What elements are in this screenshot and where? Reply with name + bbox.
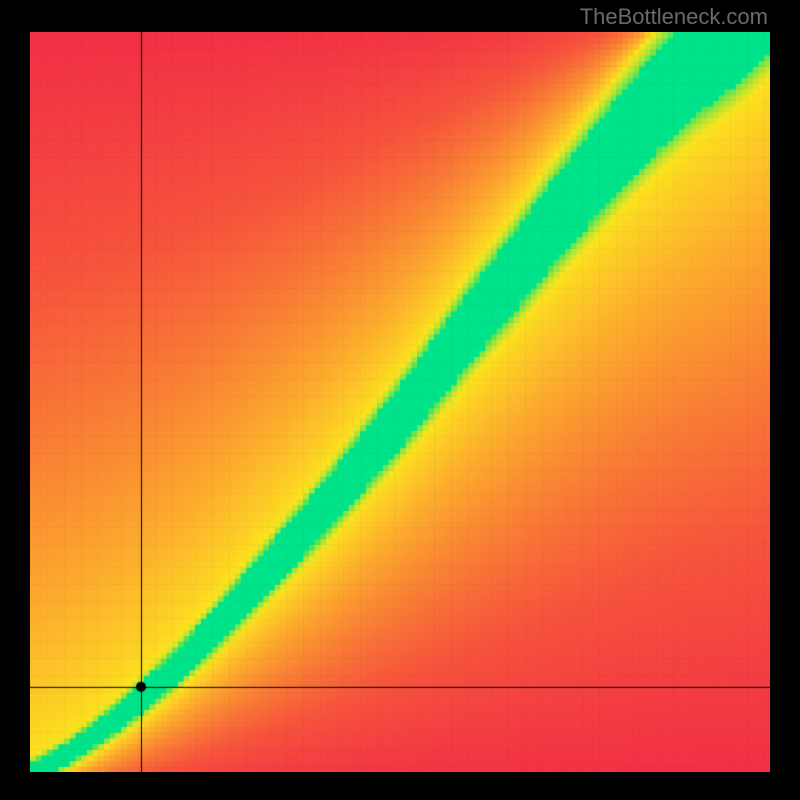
heatmap-plot	[30, 32, 770, 772]
page-root: TheBottleneck.com	[0, 0, 800, 800]
heatmap-canvas	[30, 32, 770, 772]
watermark-text: TheBottleneck.com	[580, 4, 768, 30]
